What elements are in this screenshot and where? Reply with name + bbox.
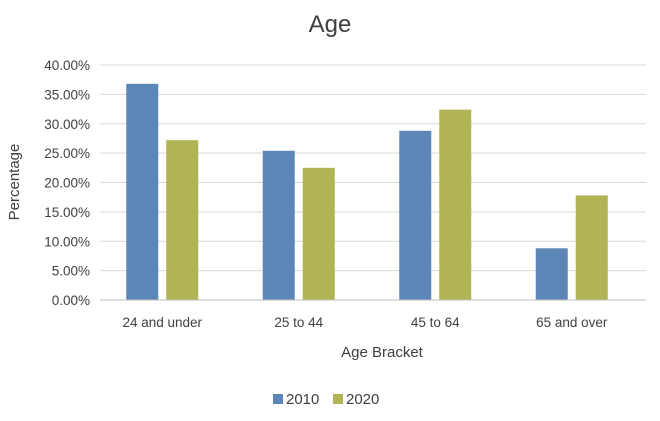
chart-title: Age <box>309 11 352 38</box>
legend-swatch <box>333 394 343 404</box>
y-tick-label: 30.00% <box>44 117 90 132</box>
x-axis-ticks: 24 and under 25 to 44 45 to 64 65 and over <box>122 315 607 330</box>
y-tick-label: 25.00% <box>44 146 90 161</box>
y-axis-title: Percentage <box>6 144 23 221</box>
y-tick-label: 0.00% <box>52 293 90 308</box>
bar-2010 <box>399 130 432 300</box>
bar-2010 <box>262 150 295 300</box>
bar-2020 <box>439 109 472 301</box>
x-tick-label: 65 and over <box>536 315 608 330</box>
bar-2010 <box>535 248 568 300</box>
y-axis-ticks: 0.00% 5.00% 10.00% 15.00% 20.00% 25.00% 30.00%… <box>44 58 90 308</box>
y-tick-label: 35.00% <box>44 87 90 102</box>
bar-2010 <box>126 83 159 300</box>
x-tick-label: 25 to 44 <box>274 315 323 330</box>
y-tick-label: 15.00% <box>44 205 90 220</box>
x-axis-title: Age Bracket <box>341 344 424 361</box>
bar-2020 <box>166 140 199 300</box>
x-tick-label: 45 to 64 <box>411 315 460 330</box>
bar-2020 <box>575 195 608 300</box>
legend: 2010 2020 <box>273 391 379 408</box>
y-tick-label: 5.00% <box>52 264 90 279</box>
y-tick-label: 10.00% <box>44 234 90 249</box>
legend-swatch <box>273 394 283 404</box>
legend-label: 2020 <box>346 391 379 408</box>
x-tick-label: 24 and under <box>122 315 202 330</box>
bars <box>126 83 608 301</box>
bar-2020 <box>302 167 335 300</box>
legend-label: 2010 <box>286 391 319 408</box>
y-tick-label: 20.00% <box>44 176 90 191</box>
y-tick-label: 40.00% <box>44 58 90 73</box>
